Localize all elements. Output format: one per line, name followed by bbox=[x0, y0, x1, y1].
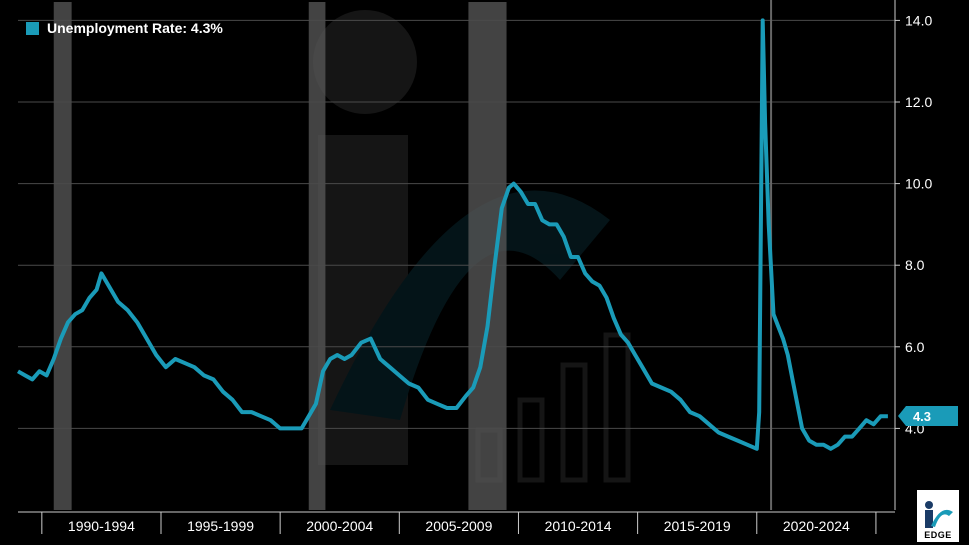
watermark-logo bbox=[313, 10, 631, 483]
edge-logo: EDGE bbox=[917, 490, 959, 542]
badge-value: 4.3 bbox=[913, 409, 931, 424]
y-tick-label-1: 6.0 bbox=[905, 339, 925, 355]
x-period-label-6: 2020-2024 bbox=[783, 518, 850, 534]
legend-label: Unemployment Rate: 4.3% bbox=[47, 20, 223, 36]
recession-band-0 bbox=[53, 2, 72, 510]
x-axis: 1990-1994 1995-1999 2000-2004 2005-2009 2010… bbox=[18, 511, 895, 534]
x-period-label-0: 1990-1994 bbox=[68, 518, 135, 534]
edge-logo-text: EDGE bbox=[924, 530, 952, 540]
legend: Unemployment Rate: 4.3% bbox=[26, 20, 223, 36]
y-tick-label-4: 12.0 bbox=[905, 94, 932, 110]
series-line-0 bbox=[16, 18, 888, 451]
y-tick-label-5: 14.0 bbox=[905, 12, 932, 28]
legend-swatch bbox=[26, 21, 39, 35]
edge-logo-icon bbox=[925, 501, 953, 528]
series-lines bbox=[16, 18, 888, 451]
recession-bands bbox=[53, 2, 507, 510]
x-period-label-1: 1995-1999 bbox=[187, 518, 254, 534]
badge-shape bbox=[898, 406, 958, 426]
recession-band-1 bbox=[308, 2, 326, 510]
current-value-badge: 4.3 bbox=[898, 406, 958, 426]
x-period-label-2: 2000-2004 bbox=[306, 518, 373, 534]
gridlines bbox=[18, 19, 895, 429]
recession-band-2 bbox=[468, 2, 507, 510]
x-period-label-5: 2015-2019 bbox=[664, 518, 731, 534]
x-period-label-3: 2005-2009 bbox=[425, 518, 492, 534]
y-tick-label-2: 8.0 bbox=[905, 257, 925, 273]
y-tick-label-3: 10.0 bbox=[905, 176, 932, 192]
x-period-label-4: 2010-2014 bbox=[545, 518, 612, 534]
